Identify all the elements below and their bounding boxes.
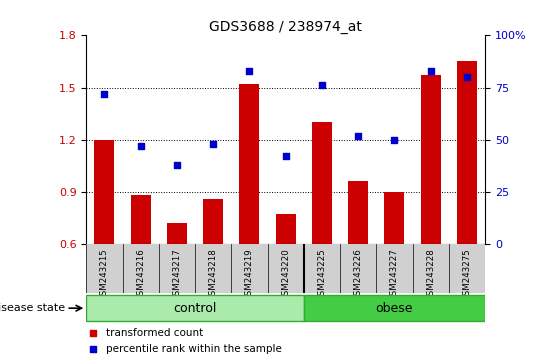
Point xyxy=(89,346,98,352)
Text: GSM243219: GSM243219 xyxy=(245,248,254,301)
Point xyxy=(89,330,98,336)
Bar xyxy=(304,295,485,321)
Point xyxy=(100,91,109,97)
Point xyxy=(136,143,145,149)
Text: GSM243216: GSM243216 xyxy=(136,248,145,301)
Text: disease state: disease state xyxy=(0,303,65,313)
Bar xyxy=(457,62,477,244)
Text: control: control xyxy=(174,302,217,315)
Point xyxy=(281,154,290,159)
Text: GSM243275: GSM243275 xyxy=(462,248,472,301)
Text: transformed count: transformed count xyxy=(106,328,203,338)
Point xyxy=(390,137,399,143)
Bar xyxy=(94,140,114,244)
Bar xyxy=(86,295,304,321)
Title: GDS3688 / 238974_at: GDS3688 / 238974_at xyxy=(209,21,362,34)
Text: GSM243225: GSM243225 xyxy=(317,248,327,301)
Text: GSM243218: GSM243218 xyxy=(209,248,218,301)
Text: GSM243226: GSM243226 xyxy=(354,248,363,301)
Point xyxy=(354,133,363,138)
Bar xyxy=(203,199,223,244)
Point xyxy=(172,162,181,167)
Bar xyxy=(384,192,404,244)
Point xyxy=(317,82,326,88)
Text: GSM243220: GSM243220 xyxy=(281,248,290,301)
Bar xyxy=(239,84,259,244)
Bar xyxy=(167,223,187,244)
Text: percentile rank within the sample: percentile rank within the sample xyxy=(106,344,282,354)
Point xyxy=(245,68,254,74)
Bar xyxy=(312,122,332,244)
Bar xyxy=(421,75,441,244)
Bar xyxy=(130,195,150,244)
Text: GSM243227: GSM243227 xyxy=(390,248,399,301)
Bar xyxy=(348,181,368,244)
Text: obese: obese xyxy=(376,302,413,315)
Point xyxy=(462,74,471,80)
Point xyxy=(209,141,217,147)
Text: GSM243215: GSM243215 xyxy=(100,248,109,301)
Point xyxy=(426,68,435,74)
Text: GSM243217: GSM243217 xyxy=(172,248,182,301)
Bar xyxy=(276,215,295,244)
Text: GSM243228: GSM243228 xyxy=(426,248,435,301)
